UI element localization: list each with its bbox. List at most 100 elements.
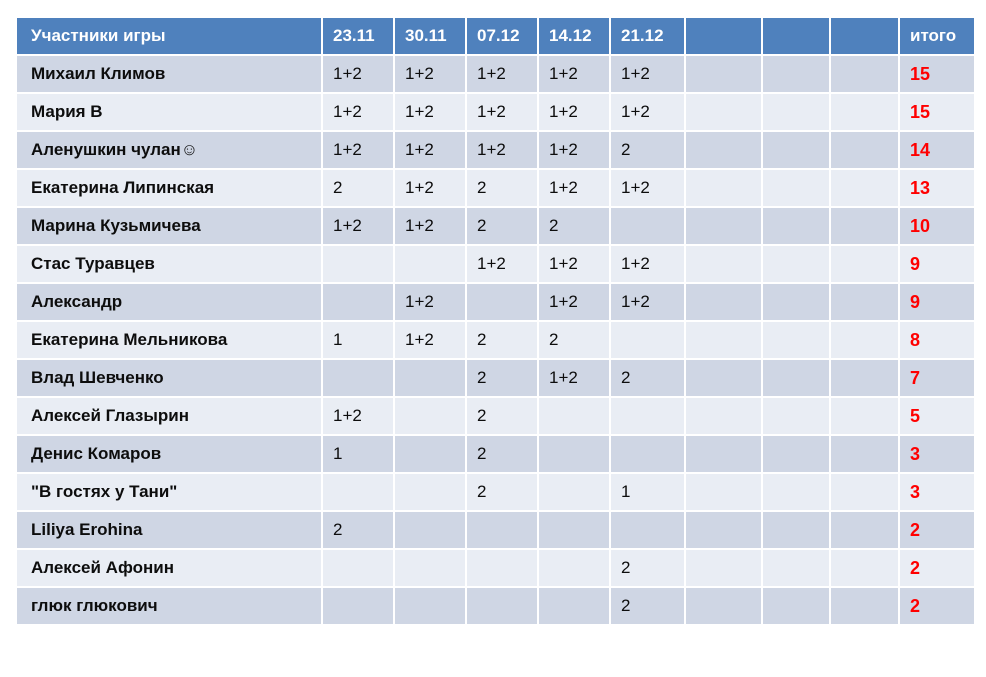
score-cell (321, 282, 395, 322)
table-row: Liliya Erohina 2 2 (15, 510, 976, 550)
score-cell: 2 (609, 130, 686, 170)
score-cell (609, 510, 686, 550)
table-row: Екатерина Мельникова 1 1+2 2 2 8 (15, 320, 976, 360)
score-cell (829, 206, 900, 246)
total-cell: 2 (898, 510, 976, 550)
score-cell (761, 358, 831, 398)
score-cell: 1 (609, 472, 686, 512)
participant-name: Влад Шевченко (15, 358, 323, 398)
score-cell (537, 396, 611, 436)
score-cell (321, 472, 395, 512)
score-cell (761, 396, 831, 436)
score-cell (684, 320, 763, 360)
score-cell: 1+2 (609, 92, 686, 132)
score-cell: 2 (609, 548, 686, 588)
table-row: Екатерина Липинская 2 1+2 2 1+2 1+2 13 (15, 168, 976, 208)
score-cell (829, 168, 900, 208)
score-cell (829, 434, 900, 474)
participant-name: Алексей Глазырин (15, 396, 323, 436)
table-row: Марина Кузьмичева 1+2 1+2 2 2 10 (15, 206, 976, 246)
score-cell (609, 206, 686, 246)
table-row: Алексей Глазырин 1+2 2 5 (15, 396, 976, 436)
score-cell (393, 548, 467, 588)
total-cell: 9 (898, 282, 976, 322)
score-cell: 1+2 (393, 54, 467, 94)
column-header: 21.12 (609, 16, 686, 56)
score-cell (321, 244, 395, 284)
score-cell (393, 244, 467, 284)
score-cell: 2 (321, 510, 395, 550)
total-cell: 2 (898, 548, 976, 588)
score-cell: 1+2 (393, 282, 467, 322)
score-cell (321, 586, 395, 626)
column-header-participants: Участники игры (15, 16, 323, 56)
participant-name: Алексей Афонин (15, 548, 323, 588)
column-header: 07.12 (465, 16, 539, 56)
header-row: Участники игры 23.11 30.11 07.12 14.12 21.12 и… (15, 16, 976, 56)
score-cell (393, 586, 467, 626)
score-cell (761, 92, 831, 132)
table-row: Денис Комаров 1 2 3 (15, 434, 976, 474)
score-cell (537, 472, 611, 512)
table-row: Влад Шевченко 2 1+2 2 7 (15, 358, 976, 398)
score-cell: 2 (465, 168, 539, 208)
score-cell (829, 92, 900, 132)
score-cell (829, 130, 900, 170)
score-cell (761, 130, 831, 170)
total-cell: 10 (898, 206, 976, 246)
score-cell (537, 434, 611, 474)
score-cell: 1+2 (537, 168, 611, 208)
score-cell (684, 130, 763, 170)
score-cell: 2 (321, 168, 395, 208)
score-cell (829, 396, 900, 436)
score-cell (684, 168, 763, 208)
score-table-body: Михаил Климов 1+2 1+2 1+2 1+2 1+2 15 Мария В 1+2… (15, 54, 976, 626)
participant-name: "В гостях у Тани" (15, 472, 323, 512)
score-cell (684, 472, 763, 512)
total-cell: 3 (898, 472, 976, 512)
score-cell: 1+2 (393, 168, 467, 208)
total-cell: 9 (898, 244, 976, 284)
score-cell (537, 586, 611, 626)
participant-name: Liliya Erohina (15, 510, 323, 550)
score-cell: 1+2 (465, 92, 539, 132)
score-cell (609, 434, 686, 474)
score-cell (829, 586, 900, 626)
participant-name: Екатерина Липинская (15, 168, 323, 208)
score-cell: 2 (465, 206, 539, 246)
score-cell: 1+2 (537, 92, 611, 132)
score-cell (609, 396, 686, 436)
score-cell: 2 (537, 320, 611, 360)
score-cell: 2 (465, 434, 539, 474)
score-cell (761, 282, 831, 322)
score-cell (829, 358, 900, 398)
column-header (761, 16, 831, 56)
table-row: Александр 1+2 1+2 1+2 9 (15, 282, 976, 322)
score-cell (761, 168, 831, 208)
score-cell (684, 434, 763, 474)
score-cell (321, 548, 395, 588)
score-cell (684, 586, 763, 626)
participant-name: Марина Кузьмичева (15, 206, 323, 246)
score-cell: 1+2 (537, 54, 611, 94)
score-cell (829, 472, 900, 512)
score-cell (829, 282, 900, 322)
column-header (829, 16, 900, 56)
score-cell: 1+2 (321, 92, 395, 132)
score-cell (761, 320, 831, 360)
participant-name: Екатерина Мельникова (15, 320, 323, 360)
column-header: 23.11 (321, 16, 395, 56)
score-cell (465, 510, 539, 550)
participant-name: Александр (15, 282, 323, 322)
score-cell (393, 358, 467, 398)
score-cell (684, 282, 763, 322)
score-cell: 2 (465, 396, 539, 436)
score-cell: 1+2 (465, 54, 539, 94)
score-cell (393, 396, 467, 436)
score-cell (761, 510, 831, 550)
score-cell (684, 244, 763, 284)
score-cell: 1+2 (465, 130, 539, 170)
total-cell: 3 (898, 434, 976, 474)
score-cell (829, 244, 900, 284)
table-row: Аленушкин чулан☺ 1+2 1+2 1+2 1+2 2 14 (15, 130, 976, 170)
